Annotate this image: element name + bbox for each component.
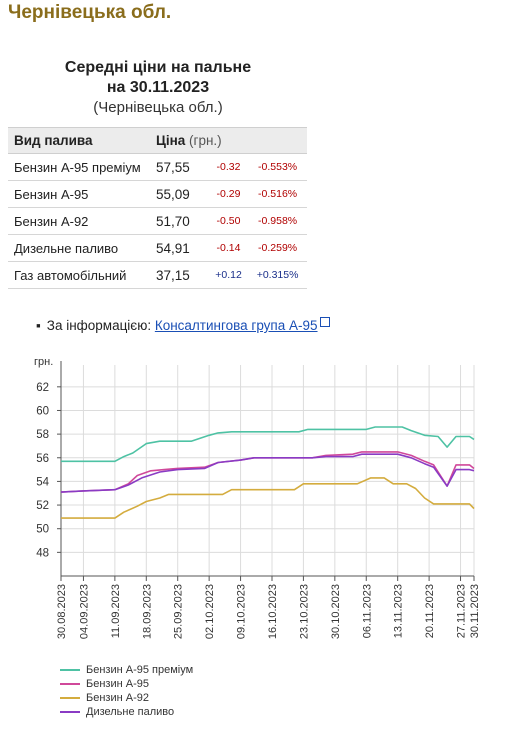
y-tick-label: 50 — [36, 524, 49, 536]
series-line-1 — [61, 426, 475, 463]
price-change: +0.12 — [208, 261, 249, 289]
fuel-price: 55,09 — [150, 180, 209, 208]
legend-swatch — [60, 669, 80, 671]
price-change: -0.14 — [208, 234, 249, 262]
x-tick-label: 20.11.2023 — [424, 584, 436, 638]
external-link-icon — [319, 317, 330, 327]
legend-label: Бензин А-95 — [86, 678, 149, 690]
x-tick-label: 09.10.2023 — [236, 584, 248, 639]
series-line-4 — [60, 453, 475, 493]
x-tick-label: 11.09.2023 — [110, 584, 122, 638]
price-change-pct: -0.553% — [248, 153, 307, 181]
y-tick-label: 52 — [36, 500, 49, 512]
prices-region: (Чернівецька обл.) — [93, 99, 223, 116]
x-tick-label: 13.11.2023 — [393, 584, 405, 638]
x-tick-label: 30.10.2023 — [330, 584, 342, 639]
legend-swatch — [60, 711, 80, 713]
source-info: ▪ За інформацією: Консалтингова група А-9… — [36, 317, 330, 333]
legend-label: Дизельне паливо — [86, 706, 175, 718]
header-price: Ціна (грн.) — [150, 127, 307, 154]
fuel-price: 37,15 — [150, 261, 209, 289]
table-row: Бензин А-95 преміум 57,55 -0.32 -0.553% — [8, 153, 307, 181]
fuel-name: Дизельне паливо — [8, 234, 150, 262]
y-tick-label: 48 — [36, 547, 49, 559]
x-tick-label: 16.10.2023 — [267, 584, 279, 639]
table-row: Бензин А-95 55,09 -0.29 -0.516% — [8, 180, 307, 208]
y-tick-label: 58 — [36, 429, 49, 441]
header-price-unit: (грн.) — [189, 133, 222, 148]
price-change-pct: -0.958% — [248, 207, 307, 235]
legend-label: Бензин А-95 преміум — [86, 664, 194, 676]
table-row: Дизельне паливо 54,91 -0.14 -0.259% — [8, 234, 307, 262]
table-row: Газ автомобільний 37,15 +0.12 +0.315% — [8, 261, 307, 289]
y-tick-label: 56 — [36, 453, 49, 465]
prices-title: Середні ціни на пальне — [64, 59, 252, 76]
fuel-name: Газ автомобільний — [8, 261, 150, 289]
x-tick-label: 06.11.2023 — [361, 584, 373, 638]
table-header-row: Вид палива Ціна (грн.) — [8, 127, 307, 154]
y-tick-label: 60 — [36, 405, 49, 417]
fuel-name: Бензин А-95 — [8, 180, 150, 208]
source-link[interactable]: Консалтингова група А-95 — [154, 318, 318, 333]
x-tick-label: 02.10.2023 — [204, 584, 216, 639]
x-tick-label: 04.09.2023 — [78, 584, 90, 639]
bullet: ▪ — [36, 318, 41, 333]
legend-item: Дизельне паливо — [60, 705, 193, 719]
prices-title-block: Середні ціни на пальне на 30.11.2023 (Че… — [8, 58, 308, 118]
x-tick-label: 27.11.2023 — [456, 584, 468, 638]
x-tick-label: 30.08.2023 — [56, 584, 68, 639]
fuel-name: Бензин А-95 преміум — [8, 153, 150, 181]
fuel-price-chart: грн. 48 50 52 54 56 58 60 62 30.08.2023 04.09.2023… — [34, 356, 481, 639]
legend-item: Бензин А-95 преміум — [60, 663, 193, 677]
price-change: -0.29 — [208, 180, 249, 208]
prices-date: на 30.11.2023 — [106, 79, 210, 96]
fuel-price: 51,70 — [150, 207, 209, 235]
fuel-name: Бензин А-92 — [8, 207, 150, 235]
source-label: За інформацією: — [46, 318, 152, 333]
legend-item: Бензин А-95 — [60, 677, 193, 691]
header-fuel: Вид палива — [8, 127, 150, 154]
table-row: Бензин А-92 51,70 -0.50 -0.958% — [8, 207, 307, 235]
legend-label: Бензин А-92 — [86, 692, 149, 704]
y-tick-label: 62 — [36, 382, 49, 394]
legend-swatch — [60, 697, 80, 699]
region-title: Чернівецька обл. — [8, 2, 172, 23]
price-change-pct: -0.259% — [248, 234, 307, 262]
fuel-price: 54,91 — [150, 234, 209, 262]
fuel-price: 57,55 — [150, 153, 209, 181]
x-tick-label: 18.09.2023 — [141, 584, 153, 639]
y-axis-label: грн. — [34, 356, 53, 368]
x-tick-label: 30.11.2023 — [469, 584, 481, 638]
legend-swatch — [60, 683, 80, 685]
legend-item: Бензин А-92 — [60, 691, 193, 705]
header-price-label: Ціна — [156, 133, 186, 148]
x-tick-label: 25.09.2023 — [173, 584, 185, 639]
price-change-pct: +0.315% — [248, 261, 307, 289]
price-change: -0.32 — [208, 153, 249, 181]
series-line-3 — [61, 477, 475, 519]
price-change-pct: -0.516% — [248, 180, 307, 208]
y-tick-label: 54 — [36, 476, 49, 488]
x-tick-label: 23.10.2023 — [298, 584, 310, 639]
chart-legend: Бензин А-95 преміум Бензин А-95 Бензин А-9… — [60, 663, 193, 719]
fuel-prices-table: Вид палива Ціна (грн.) Бензин А-95 премі… — [8, 127, 307, 289]
price-change: -0.50 — [208, 207, 249, 235]
